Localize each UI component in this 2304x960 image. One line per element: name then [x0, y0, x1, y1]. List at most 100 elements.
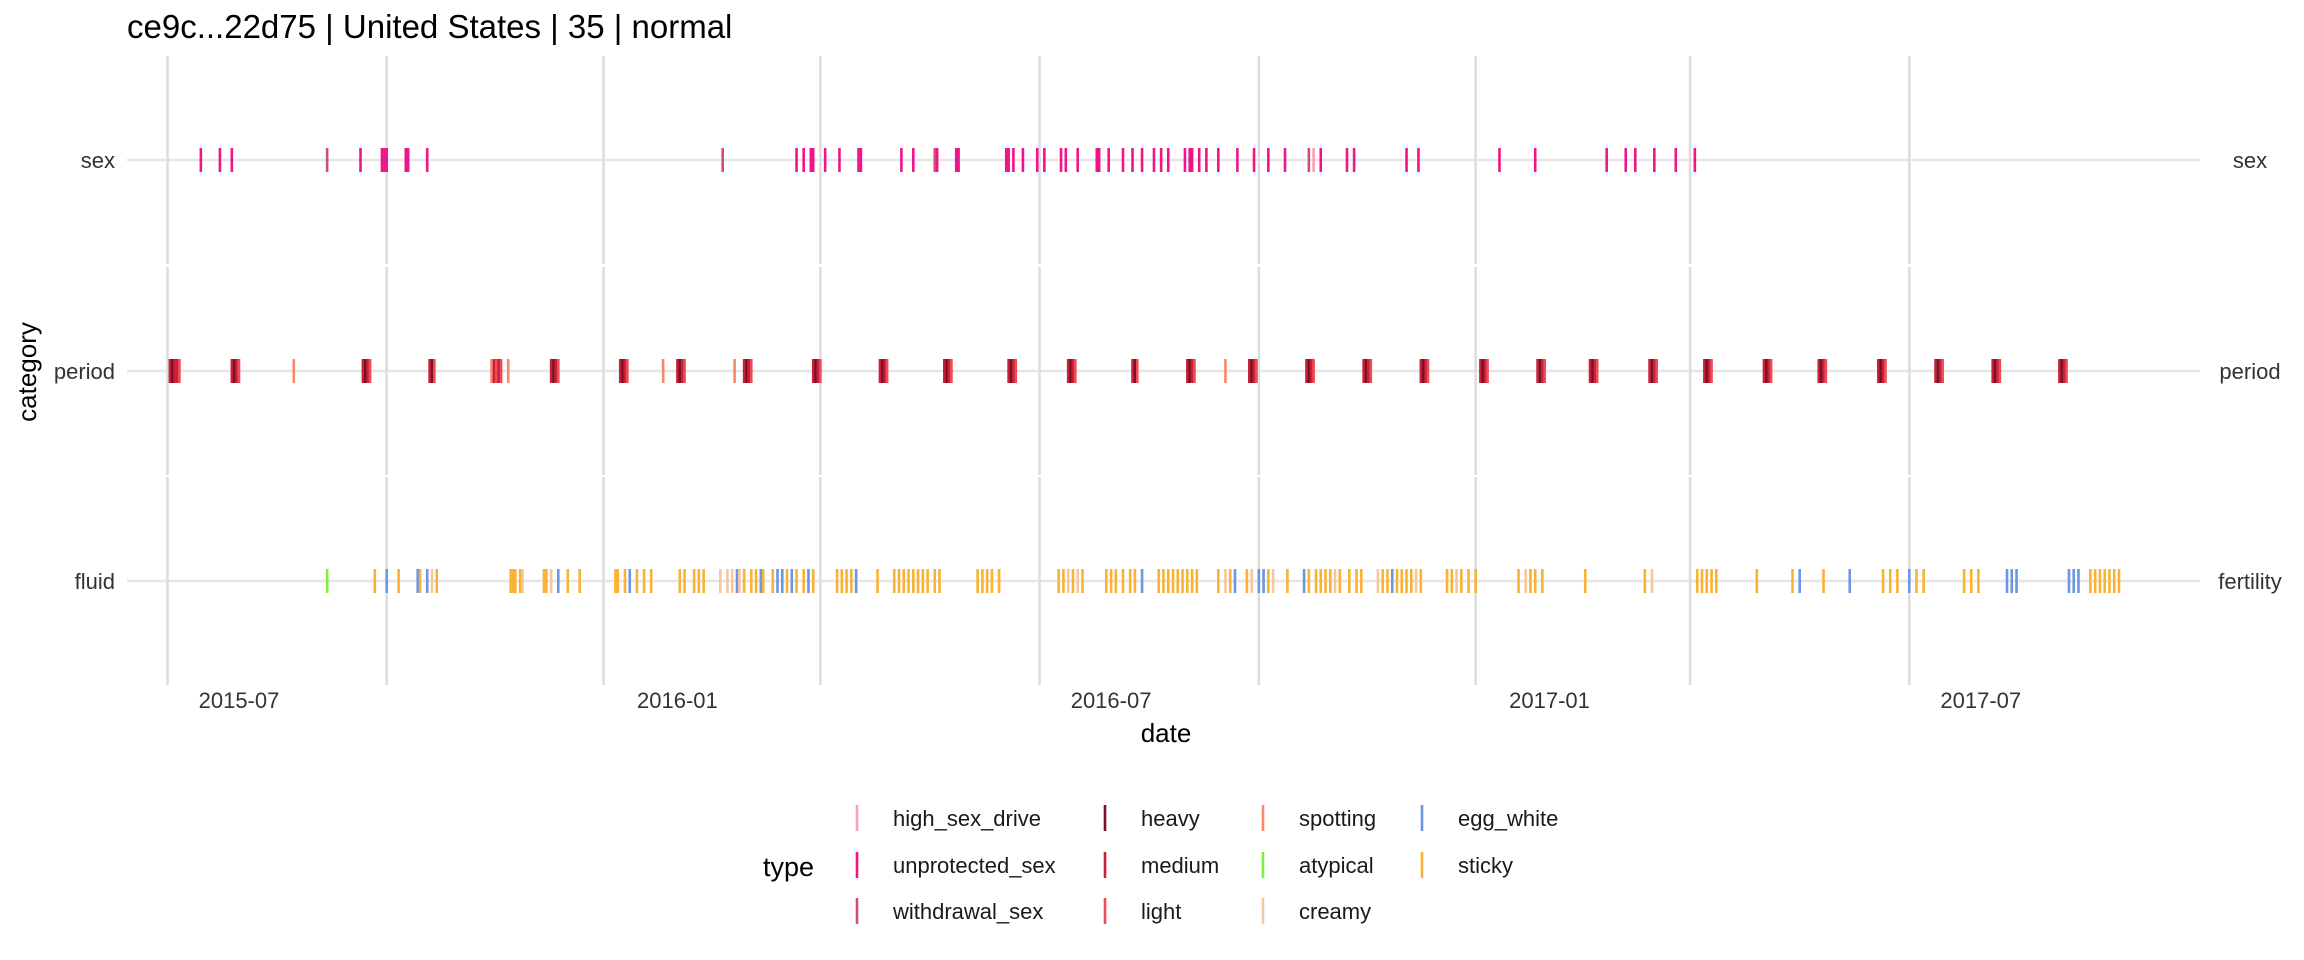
fluid-event-sticky [514, 569, 517, 593]
period-event-heavy [621, 359, 624, 383]
legend-label-withdrawal_sex: withdrawal_sex [892, 899, 1043, 924]
sex-event-unprotected_sex [1653, 148, 1656, 172]
fluid-event-sticky [1319, 569, 1323, 593]
fluid-event-egg_white [2077, 569, 2080, 593]
period-event-medium [1536, 359, 1539, 383]
period-event-light [1824, 359, 1828, 383]
fluid-event-sticky [892, 569, 896, 593]
sex-event-unprotected_sex [1693, 148, 1697, 172]
fluid-event-sticky [578, 569, 582, 593]
period-event-light [1135, 359, 1139, 383]
fluid-event-egg_white [2010, 569, 2014, 593]
sex-event-unprotected_sex [1633, 148, 1637, 172]
legend-key-high_sex_drive [855, 805, 859, 831]
fluid-event-creamy [719, 569, 722, 593]
period-event-heavy [1765, 359, 1768, 383]
fluid-event-creamy [730, 569, 734, 593]
period-event-light [1998, 359, 2002, 383]
period-event-light [1193, 359, 1196, 383]
fluid-event-sticky [1922, 569, 1925, 593]
fluid-event-sticky [1062, 569, 1065, 593]
fluid-event-sticky [1267, 569, 1270, 593]
period-event-light [1014, 359, 1018, 383]
fluid-event-creamy [1066, 569, 1070, 593]
fluid-event-sticky [566, 569, 570, 593]
fluid-event-sticky [2089, 569, 2092, 593]
fluid-event-egg_white [2005, 569, 2009, 593]
period-event-medium [1131, 359, 1134, 383]
fluid-event-sticky [771, 569, 775, 593]
fluid-event-sticky [997, 569, 1001, 593]
sex-event-unprotected_sex [900, 148, 903, 172]
sex-event-unprotected_sex [823, 148, 827, 172]
period-event-medium [1934, 359, 1937, 383]
period-event-heavy [1993, 359, 1997, 383]
period-event-medium [1419, 359, 1423, 383]
period-event-light [499, 359, 503, 383]
fluid-event-sticky [518, 569, 522, 593]
fluid-event-sticky [1359, 569, 1363, 593]
period-event-medium [623, 359, 627, 383]
period-event-light [178, 359, 181, 383]
period-event-medium [1367, 359, 1370, 383]
period-event-light [1312, 359, 1315, 383]
legend-label-high_sex_drive: high_sex_drive [893, 806, 1041, 831]
fluid-event-egg_white [854, 569, 858, 593]
period-event-heavy [1705, 359, 1709, 383]
period-event-heavy [1307, 359, 1311, 383]
period-event-heavy [430, 359, 434, 383]
period-event-medium [1424, 359, 1427, 383]
period-event-heavy [1133, 359, 1137, 383]
legend-label-light: light [1141, 899, 1181, 924]
sex-event-unprotected_sex [1097, 148, 1101, 172]
period-event-medium [883, 359, 887, 383]
period-event-medium [1190, 359, 1194, 383]
period-event-heavy [678, 359, 682, 383]
fluid-event-sticky [1467, 569, 1470, 593]
period-event-medium [1996, 359, 1999, 383]
row-right-label-sex: sex [2233, 148, 2267, 173]
legend-label-heavy: heavy [1141, 806, 1200, 831]
sex-event-unprotected_sex [1217, 148, 1220, 172]
period-event-heavy [232, 359, 236, 383]
period-event-medium [1247, 359, 1251, 383]
fluid-event-sticky [1643, 569, 1647, 593]
fluid-event-sticky [850, 569, 853, 593]
fluid-event-sticky [1460, 569, 1463, 593]
period-event-light [1941, 359, 1944, 383]
fluid-event-sticky [2103, 569, 2106, 593]
sex-event-unprotected_sex [1131, 148, 1134, 172]
period-event-medium [1541, 359, 1544, 383]
period-event-medium [816, 359, 820, 383]
fluid-event-creamy [1524, 569, 1527, 593]
period-event-light [433, 359, 436, 383]
period-event-medium [1186, 359, 1189, 383]
period-event-heavy [1481, 359, 1485, 383]
sex-event-unprotected_sex [1319, 148, 1323, 172]
period-event-medium [168, 359, 172, 383]
legend-key-medium [1103, 852, 1107, 878]
fluid-event-sticky [1755, 569, 1759, 593]
fluid-event-sticky [397, 569, 400, 593]
period-event-light [1543, 359, 1547, 383]
fluid-event-sticky [1348, 569, 1351, 593]
period-event-medium [1305, 359, 1308, 383]
period-event-medium [618, 359, 622, 383]
period-event-heavy [1879, 359, 1883, 383]
fluid-event-sticky [623, 569, 627, 593]
legend-label-creamy: creamy [1299, 899, 1371, 924]
fluid-event-egg_white [780, 569, 784, 593]
period-event-medium [1007, 359, 1010, 383]
period-event-medium [878, 359, 882, 383]
sex-event-unprotected_sex [1205, 148, 1208, 172]
fluid-event-sticky [1400, 569, 1404, 593]
fluid-event-sticky [785, 569, 789, 593]
period-event-light [1655, 359, 1659, 383]
sex-event-unprotected_sex [359, 148, 362, 172]
sex-event-unprotected_sex [1345, 148, 1349, 172]
sex-event-unprotected_sex [1252, 148, 1256, 172]
period-event-medium [1817, 359, 1821, 383]
period-event-medium [428, 359, 431, 383]
fluid-event-sticky [2108, 569, 2111, 593]
fluid-event-sticky [933, 569, 937, 593]
